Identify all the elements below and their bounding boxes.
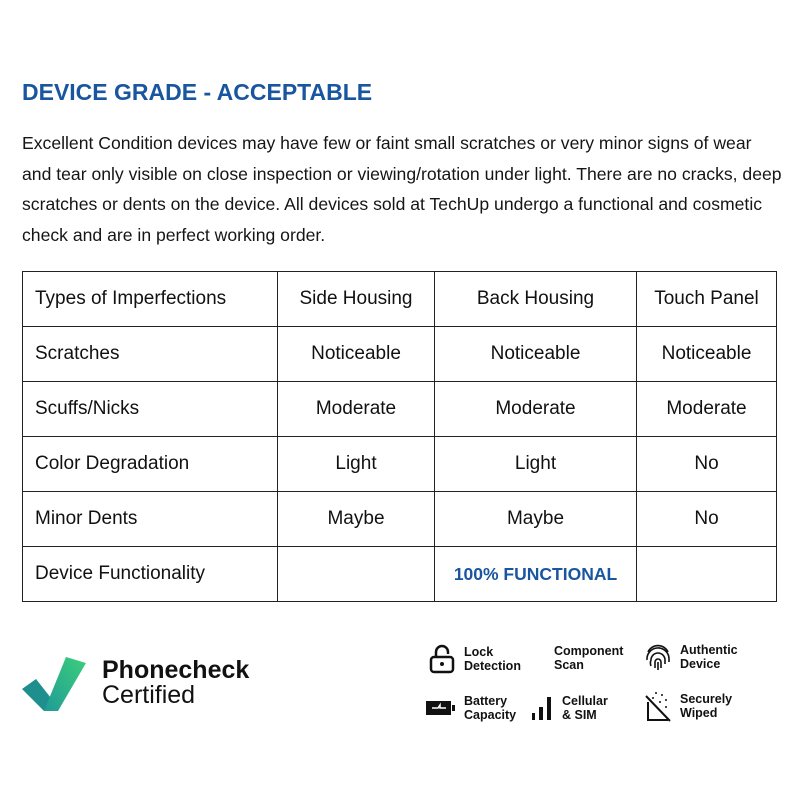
signal-icon xyxy=(532,697,551,720)
feature-label: Capacity xyxy=(464,708,517,722)
page-title: DEVICE GRADE - ACCEPTABLE xyxy=(22,79,373,105)
feature-label: Authentic xyxy=(680,643,738,657)
functionality-row: Device Functionality 100% FUNCTIONAL xyxy=(22,546,777,602)
cell: Scuffs/Nicks xyxy=(22,381,278,437)
cell xyxy=(636,546,777,602)
cell: Light xyxy=(434,436,637,492)
feature-lock-detection: Lock Detection xyxy=(428,644,521,674)
cell: Minor Dents xyxy=(22,491,278,547)
logo-line2: Certified xyxy=(102,681,196,709)
cell: Noticeable xyxy=(277,326,435,382)
feature-label: Battery xyxy=(464,694,508,708)
table-row: Minor Dents Maybe Maybe No xyxy=(22,491,777,547)
logo-line1: Phonecheck xyxy=(102,656,250,684)
cell: Maybe xyxy=(434,491,637,547)
table-header-row: Types of Imperfections Side Housing Back… xyxy=(22,271,777,327)
cell: Maybe xyxy=(277,491,435,547)
cell: Scratches xyxy=(22,326,278,382)
feature-battery-capacity: Battery Capacity xyxy=(426,694,516,722)
fingerprint-icon xyxy=(646,644,670,670)
feature-label: Wiped xyxy=(680,706,718,720)
grade-description: Excellent Condition devices may have few… xyxy=(22,133,782,245)
checkmark-logo-icon xyxy=(22,657,86,711)
cell: Noticeable xyxy=(434,326,637,382)
header-cell: Types of Imperfections xyxy=(22,271,278,327)
feature-label: Device xyxy=(680,657,721,671)
feature-label: Securely xyxy=(680,692,733,706)
lock-icon xyxy=(429,644,455,674)
cell: Moderate xyxy=(277,381,435,437)
feature-label: Component xyxy=(554,644,624,658)
feature-label: Cellular xyxy=(562,694,608,708)
cell xyxy=(277,546,435,602)
imperfections-table: Types of Imperfections Side Housing Back… xyxy=(22,271,777,602)
header-cell: Back Housing xyxy=(434,271,637,327)
table-row: Scratches Noticeable Noticeable Noticeable xyxy=(22,326,777,382)
cell: Device Functionality xyxy=(22,546,278,602)
feature-label: & SIM xyxy=(562,708,597,722)
cell: Moderate xyxy=(434,381,637,437)
battery-icon xyxy=(426,701,455,715)
table-row: Color Degradation Light Light No xyxy=(22,436,777,492)
table-row: Scuffs/Nicks Moderate Moderate Moderate xyxy=(22,381,777,437)
cell: Moderate xyxy=(636,381,777,437)
feature-component-scan: Component Scan xyxy=(554,644,623,672)
feature-cellular-sim: Cellular & SIM xyxy=(530,694,608,722)
cell: Noticeable xyxy=(636,326,777,382)
feature-label: Scan xyxy=(554,658,584,672)
functionality-value: 100% FUNCTIONAL xyxy=(434,546,637,602)
cell: No xyxy=(636,436,777,492)
header-cell: Touch Panel xyxy=(636,271,777,327)
feature-securely-wiped: Securely Wiped xyxy=(644,690,732,722)
feature-label: Lock xyxy=(464,645,494,659)
header-cell: Side Housing xyxy=(277,271,435,327)
phonecheck-logo: Phonecheck Certified xyxy=(22,655,249,711)
cell: Light xyxy=(277,436,435,492)
cell: Color Degradation xyxy=(22,436,278,492)
wiped-icon xyxy=(645,692,671,722)
feature-authentic-device: Authentic Device xyxy=(644,642,738,672)
feature-label: Detection xyxy=(464,659,521,673)
cell: No xyxy=(636,491,777,547)
